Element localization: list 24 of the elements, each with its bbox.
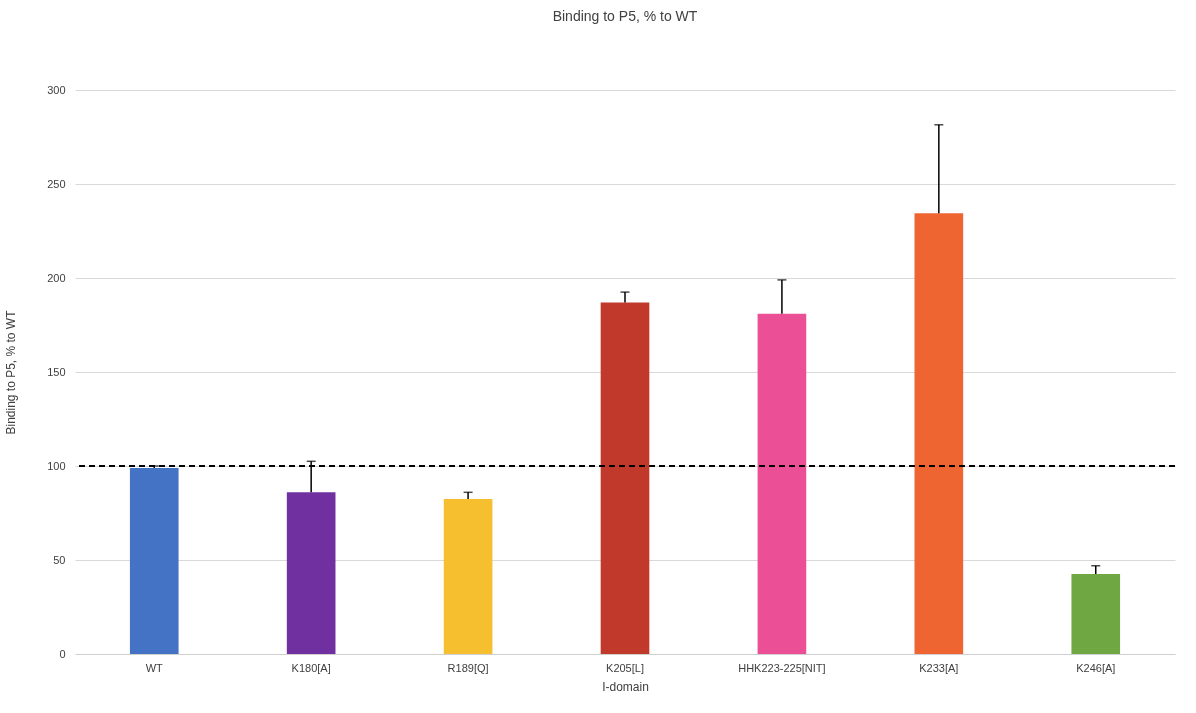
x-tick-label: R189[Q] (447, 661, 489, 674)
x-tick-label: HHK223-225[NIT] (738, 661, 826, 674)
y-tick-label: 0 (59, 647, 66, 660)
y-tick-label: 50 (53, 553, 66, 566)
y-tick-label: 200 (47, 271, 66, 284)
bar (286, 492, 336, 654)
bar (1071, 574, 1121, 654)
bar (443, 498, 493, 654)
x-tick-label: K233[A] (919, 661, 959, 674)
bar (914, 213, 964, 654)
x-tick-label: K205[L] (606, 661, 644, 674)
y-tick-label: 250 (47, 177, 66, 190)
bar (757, 313, 807, 654)
bar (600, 302, 650, 654)
y-tick-label: 150 (47, 365, 66, 378)
x-tick-label: K246[A] (1076, 661, 1116, 674)
y-axis-title: Binding to P5, % to WT (3, 309, 18, 435)
y-tick-label: 100 (47, 459, 66, 472)
x-tick-label: K180[A] (291, 661, 331, 674)
y-tick-label: 300 (47, 83, 66, 96)
bar (129, 467, 179, 654)
x-axis-title: I-domain (602, 679, 649, 694)
x-tick-label: WT (145, 661, 164, 674)
chart-title: Binding to P5, % to WT (552, 8, 698, 24)
